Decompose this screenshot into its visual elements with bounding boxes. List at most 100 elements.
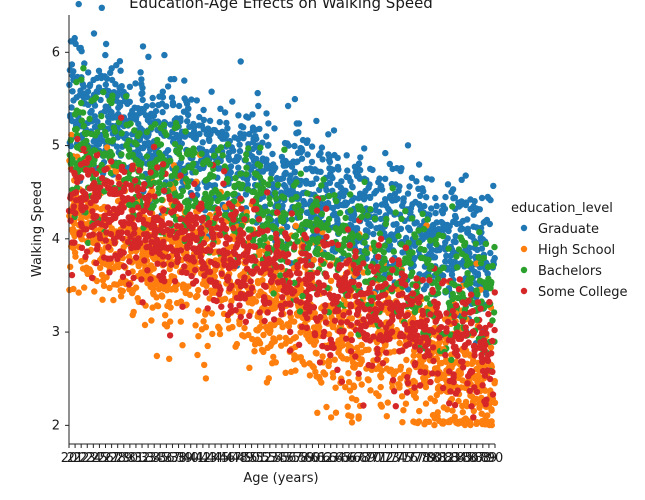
data-point bbox=[177, 172, 184, 179]
data-point bbox=[158, 196, 165, 204]
data-point bbox=[245, 331, 252, 339]
data-point bbox=[168, 261, 175, 268]
data-point bbox=[336, 262, 343, 269]
data-point bbox=[260, 294, 268, 301]
data-point bbox=[376, 175, 383, 182]
data-point bbox=[327, 352, 334, 359]
data-point bbox=[467, 367, 475, 375]
data-point bbox=[132, 80, 139, 87]
data-point bbox=[78, 194, 85, 202]
data-point bbox=[386, 299, 393, 306]
data-point bbox=[233, 242, 241, 249]
data-point bbox=[190, 120, 197, 128]
data-point bbox=[355, 370, 362, 377]
data-point bbox=[312, 315, 319, 322]
data-point bbox=[427, 311, 434, 318]
data-point bbox=[415, 239, 423, 246]
data-point bbox=[428, 176, 435, 183]
data-point bbox=[195, 286, 202, 294]
data-point bbox=[80, 65, 87, 72]
data-point bbox=[150, 225, 158, 232]
data-point bbox=[365, 313, 373, 320]
data-point bbox=[75, 0, 82, 8]
data-point bbox=[193, 97, 200, 104]
data-point bbox=[422, 383, 430, 391]
data-point bbox=[383, 324, 390, 331]
data-point bbox=[269, 167, 276, 174]
data-point bbox=[429, 286, 436, 294]
data-point bbox=[69, 72, 76, 79]
data-point bbox=[419, 307, 426, 315]
data-point bbox=[375, 242, 382, 249]
data-point bbox=[347, 348, 355, 355]
data-point bbox=[118, 130, 125, 137]
data-point bbox=[467, 232, 474, 240]
data-point bbox=[265, 215, 272, 222]
data-point bbox=[416, 322, 423, 330]
data-point bbox=[435, 326, 443, 333]
data-point bbox=[265, 299, 273, 306]
data-point bbox=[299, 136, 307, 144]
data-point bbox=[106, 269, 113, 276]
data-point bbox=[95, 67, 103, 75]
data-point bbox=[397, 375, 404, 382]
data-point bbox=[489, 317, 496, 324]
data-point bbox=[433, 391, 440, 399]
data-point bbox=[188, 164, 195, 171]
data-point bbox=[484, 367, 491, 374]
data-point bbox=[182, 216, 189, 224]
data-point bbox=[78, 117, 86, 124]
y-tick-label: 6 bbox=[52, 45, 60, 60]
data-point bbox=[70, 203, 78, 210]
data-point bbox=[351, 163, 359, 170]
data-point bbox=[377, 332, 384, 339]
data-point bbox=[91, 113, 99, 120]
data-point bbox=[329, 369, 337, 377]
data-point bbox=[202, 324, 210, 331]
data-point bbox=[90, 96, 98, 103]
data-point bbox=[408, 174, 416, 181]
data-point bbox=[455, 203, 463, 210]
data-point bbox=[77, 220, 85, 227]
data-point bbox=[393, 165, 400, 172]
data-point bbox=[229, 323, 236, 331]
data-point bbox=[153, 236, 160, 243]
data-point bbox=[349, 183, 356, 190]
data-point bbox=[346, 287, 354, 294]
data-point bbox=[208, 310, 215, 317]
data-point bbox=[236, 147, 244, 155]
data-point bbox=[216, 248, 223, 255]
data-point bbox=[80, 122, 87, 130]
data-point bbox=[287, 328, 294, 336]
data-point bbox=[291, 244, 298, 251]
data-point bbox=[104, 204, 112, 211]
data-point bbox=[68, 61, 76, 68]
data-point bbox=[476, 277, 484, 284]
data-point bbox=[110, 236, 118, 243]
data-point bbox=[489, 337, 496, 345]
data-point bbox=[373, 187, 380, 195]
data-point bbox=[322, 270, 329, 277]
data-point bbox=[271, 304, 279, 311]
data-point bbox=[271, 338, 278, 345]
data-point bbox=[269, 150, 276, 158]
data-point bbox=[390, 248, 397, 255]
data-point bbox=[322, 319, 330, 326]
data-point bbox=[334, 366, 341, 373]
data-point bbox=[70, 97, 77, 104]
data-point bbox=[442, 351, 449, 359]
x-tick-label: 42 bbox=[195, 451, 212, 466]
data-point bbox=[183, 269, 190, 276]
data-point bbox=[111, 113, 119, 120]
data-point bbox=[438, 359, 445, 367]
data-point bbox=[444, 418, 452, 426]
data-point bbox=[471, 198, 478, 205]
data-point bbox=[383, 413, 390, 420]
data-point bbox=[486, 298, 493, 306]
data-point bbox=[129, 107, 136, 115]
data-point bbox=[108, 158, 115, 165]
data-point bbox=[168, 94, 176, 101]
data-point bbox=[421, 375, 429, 382]
data-point bbox=[352, 248, 359, 255]
